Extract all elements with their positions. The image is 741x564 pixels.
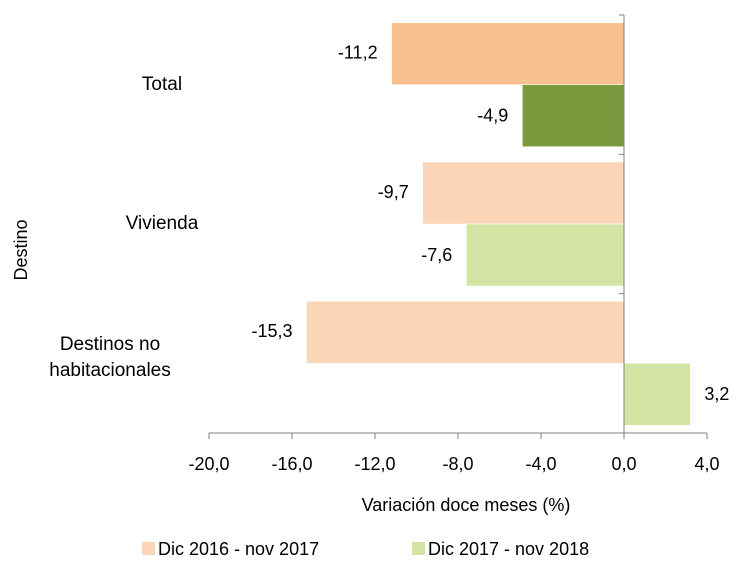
y-axis-label: Destino [11,219,31,280]
data-label: 3,2 [704,384,729,404]
bar [422,161,625,225]
legend-swatch [142,542,155,555]
category-label: Vivienda [125,213,199,234]
data-label: -11,2 [338,42,378,62]
x-tick-label: -8,0 [442,454,473,474]
x-axis-label: Variación doce meses (%) [362,495,571,515]
data-label: -4,9 [477,105,508,125]
bar [391,22,625,85]
x-tick-label: 0,0 [611,454,636,474]
x-tick-label: -12,0 [354,454,395,474]
legend-swatch [412,542,425,555]
data-label: -15,3 [251,321,292,341]
bar [623,363,691,426]
legend-label: Dic 2016 - nov 2017 [158,539,319,559]
x-tick-label: -4,0 [525,454,556,474]
bar [306,301,625,364]
x-tick-label: -20,0 [188,454,229,474]
bar [522,84,625,147]
category-label: Total [141,73,183,95]
legend-label: Dic 2017 - nov 2018 [428,539,589,559]
x-tick-label: -16,0 [271,454,312,474]
data-label: -9,7 [378,182,409,202]
data-label: -7,6 [421,245,452,265]
bar [466,223,625,287]
x-tick-label: 4,0 [694,454,719,474]
category-label: Destinos no habitacionales [49,334,171,382]
